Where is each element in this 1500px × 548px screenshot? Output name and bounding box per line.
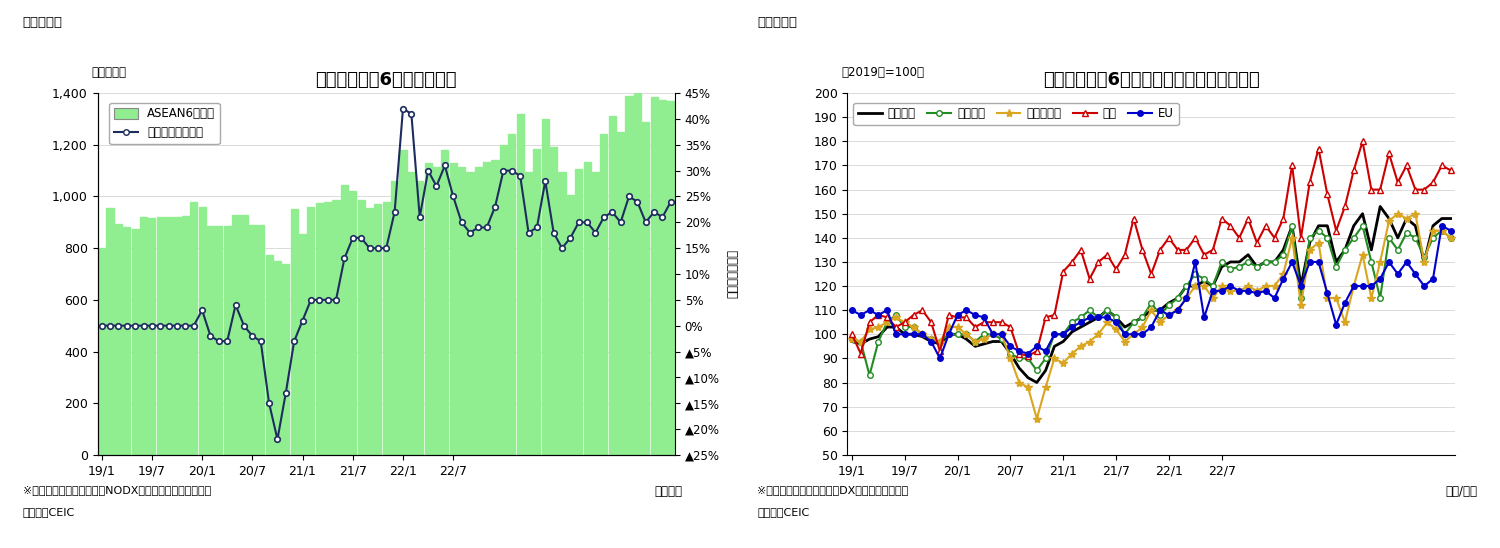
Bar bbox=[616, 132, 624, 455]
Bar bbox=[366, 208, 374, 455]
Bar bbox=[240, 215, 248, 455]
Y-axis label: （前年同月比）: （前年同月比） bbox=[726, 249, 740, 299]
Bar bbox=[516, 114, 524, 455]
Bar bbox=[408, 172, 416, 455]
Bar bbox=[116, 224, 122, 455]
Bar bbox=[123, 227, 130, 455]
Text: ※シンガポールの輸出額はDX（再輸出除く）。: ※シンガポールの輸出額はDX（再輸出除く）。 bbox=[758, 485, 909, 495]
Bar bbox=[433, 167, 439, 455]
Bar bbox=[282, 264, 290, 455]
Bar bbox=[375, 204, 381, 455]
Bar bbox=[592, 172, 598, 455]
Text: （図表２）: （図表２） bbox=[758, 16, 798, 30]
Bar bbox=[106, 208, 114, 455]
Text: （資料）CEIC: （資料）CEIC bbox=[22, 507, 75, 517]
Bar bbox=[324, 202, 332, 455]
Bar bbox=[190, 202, 198, 455]
Bar bbox=[668, 101, 675, 455]
Title: アセアン主要6カ国　仕向け地別の輸出動向: アセアン主要6カ国 仕向け地別の輸出動向 bbox=[1042, 71, 1260, 89]
Bar bbox=[165, 217, 172, 455]
Legend: 輸出全体, 東アジア, 東南アジア, 北米, EU: 輸出全体, 東アジア, 東南アジア, 北米, EU bbox=[853, 102, 1179, 125]
Bar bbox=[651, 97, 657, 455]
Bar bbox=[216, 226, 222, 455]
Bar bbox=[392, 181, 398, 455]
Text: （図表１）: （図表１） bbox=[22, 16, 63, 30]
Bar bbox=[450, 163, 458, 455]
Text: （資料）CEIC: （資料）CEIC bbox=[758, 507, 810, 517]
Bar bbox=[542, 119, 549, 455]
Bar bbox=[174, 217, 180, 455]
Bar bbox=[609, 116, 616, 455]
Bar bbox=[458, 167, 465, 455]
Bar bbox=[634, 93, 640, 455]
Bar bbox=[308, 207, 315, 455]
Text: （年月）: （年月） bbox=[654, 485, 682, 498]
Bar bbox=[500, 145, 507, 455]
Bar bbox=[525, 172, 532, 455]
Bar bbox=[574, 169, 582, 455]
Bar bbox=[340, 185, 348, 455]
Bar bbox=[658, 100, 666, 455]
Bar bbox=[476, 167, 482, 455]
Text: （年/月）: （年/月） bbox=[1446, 485, 1478, 498]
Bar bbox=[249, 225, 256, 455]
Bar bbox=[256, 225, 264, 455]
Bar bbox=[382, 202, 390, 455]
Bar bbox=[266, 255, 273, 455]
Bar bbox=[534, 149, 540, 455]
Bar bbox=[626, 96, 633, 455]
Bar bbox=[333, 201, 339, 455]
Bar bbox=[350, 191, 357, 455]
Bar bbox=[550, 147, 556, 455]
Bar bbox=[132, 229, 138, 455]
Bar bbox=[567, 195, 574, 455]
Bar bbox=[156, 217, 164, 455]
Bar bbox=[642, 122, 650, 455]
Bar bbox=[441, 150, 448, 455]
Bar bbox=[291, 209, 297, 455]
Bar bbox=[466, 172, 474, 455]
Bar bbox=[148, 219, 156, 455]
Bar bbox=[483, 162, 490, 455]
Title: アセアン主要6カ国の輸出額: アセアン主要6カ国の輸出額 bbox=[315, 71, 458, 89]
Bar bbox=[224, 226, 231, 455]
Bar bbox=[140, 217, 147, 455]
Bar bbox=[98, 248, 105, 455]
Bar bbox=[232, 215, 238, 455]
Bar bbox=[492, 161, 498, 455]
Bar bbox=[399, 150, 406, 455]
Bar bbox=[207, 226, 214, 455]
Legend: ASEAN6カ国計, 増加率（右目盛）: ASEAN6カ国計, 増加率（右目盛） bbox=[110, 102, 219, 144]
Bar bbox=[424, 163, 432, 455]
Bar bbox=[315, 203, 322, 455]
Bar bbox=[558, 172, 566, 455]
Text: ※シンガポールの輸出額はNODX（石油と再輸出除く）。: ※シンガポールの輸出額はNODX（石油と再輸出除く）。 bbox=[22, 485, 210, 495]
Bar bbox=[600, 134, 608, 455]
Bar bbox=[298, 234, 306, 455]
Text: （2019年=100）: （2019年=100） bbox=[842, 66, 924, 79]
Bar bbox=[584, 162, 591, 455]
Text: （億ドル）: （億ドル） bbox=[92, 66, 126, 79]
Bar bbox=[198, 207, 206, 455]
Bar bbox=[509, 134, 516, 455]
Bar bbox=[357, 201, 364, 455]
Bar bbox=[416, 181, 423, 455]
Bar bbox=[182, 216, 189, 455]
Bar bbox=[274, 261, 280, 455]
